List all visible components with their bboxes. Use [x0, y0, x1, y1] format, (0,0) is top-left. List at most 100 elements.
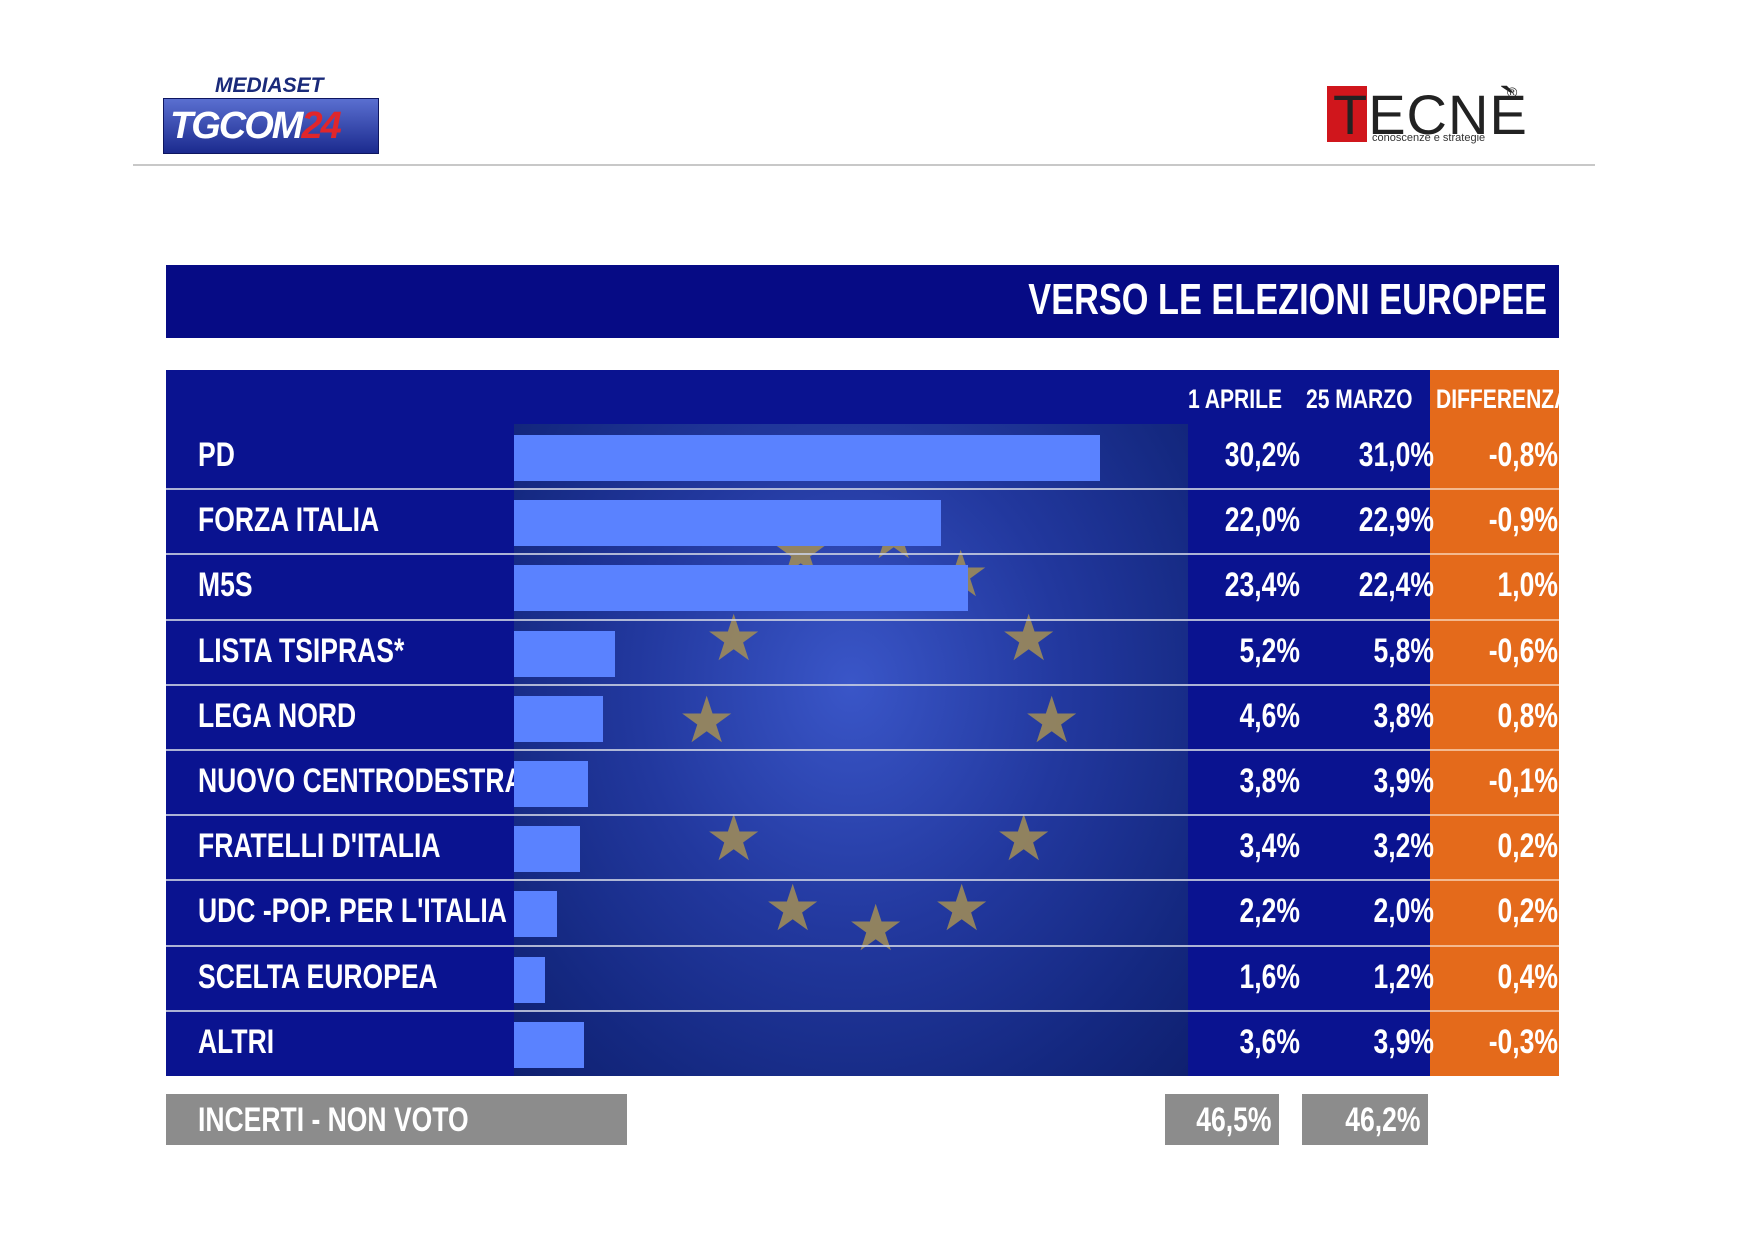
party-name: SCELTA EUROPEA [198, 957, 438, 996]
party-name: M5S [198, 566, 253, 605]
value-1-aprile: 3,6% [1239, 1022, 1300, 1061]
bar [514, 956, 545, 1003]
row-divider [166, 488, 1430, 491]
value-25-marzo: 22,4% [1358, 566, 1434, 605]
tgcom24-text: TGCOM24 [170, 105, 342, 147]
star-icon: ★ [933, 872, 991, 944]
table-row: LISTA TSIPRAS* 5,2% 5,8% -0,6% [166, 620, 1559, 684]
row-divider [166, 879, 1430, 882]
value-25-marzo: 22,9% [1358, 501, 1434, 540]
row-divider [1430, 1009, 1559, 1012]
row-divider [1430, 683, 1559, 686]
chart-title: VERSO LE ELEZIONI EUROPEE [1028, 275, 1547, 324]
value-25-marzo: 3,8% [1373, 696, 1434, 735]
poll-table: ★ ★ ★ ★ ★ ★ ★ ★ ★ ★ ★ ★ 1 APRILE 25 MARZ… [166, 370, 1559, 1076]
party-name: LEGA NORD [198, 696, 357, 735]
star-icon: ★ [705, 602, 763, 674]
row-divider [166, 1009, 1430, 1012]
value-1-aprile: 23,4% [1224, 566, 1300, 605]
value-differenza: 0,2% [1497, 827, 1558, 866]
party-name: LISTA TSIPRAS* [198, 631, 405, 670]
row-divider [1430, 879, 1559, 882]
row-divider [1430, 814, 1559, 817]
value-1-aprile: 3,8% [1239, 762, 1300, 800]
bar [514, 630, 615, 677]
tecne-text: TECNÈ [1333, 83, 1528, 146]
star-icon: ★ [995, 802, 1053, 874]
title-bar: VERSO LE ELEZIONI EUROPEE [166, 265, 1559, 338]
party-name: FRATELLI D'ITALIA [198, 827, 441, 866]
table-row: M5S 23,4% 22,4% 1,0% [166, 554, 1559, 618]
star-icon: ★ [1023, 684, 1081, 756]
difference-column-background [1430, 370, 1559, 1076]
value-25-marzo: 3,9% [1373, 1022, 1434, 1061]
value-differenza: -0,8% [1488, 436, 1558, 474]
row-divider [1430, 553, 1559, 556]
party-name: NUOVO CENTRODESTRA [198, 762, 524, 800]
table-row: PD 30,2% 31,0% -0,8% [166, 424, 1559, 488]
column-header-1-aprile: 1 APRILE [1188, 384, 1283, 414]
value-25-marzo: 3,2% [1373, 827, 1434, 866]
row-divider [166, 683, 1430, 686]
value-25-marzo: 5,8% [1373, 631, 1434, 670]
value-1-aprile: 30,2% [1224, 436, 1300, 474]
bar [514, 435, 1100, 481]
value-differenza: 0,8% [1497, 696, 1558, 735]
table-row: FORZA ITALIA 22,0% 22,9% -0,9% [166, 489, 1559, 553]
value-differenza: -0,6% [1488, 631, 1558, 670]
row-divider [1430, 944, 1559, 947]
row-divider [1430, 749, 1559, 751]
column-header-differenza: DIFFERENZA [1436, 384, 1559, 414]
value-differenza: -0,9% [1488, 501, 1558, 540]
table-row: LEGA NORD 4,6% 3,8% 0,8% [166, 685, 1559, 749]
party-name: PD [198, 436, 235, 474]
value-25-marzo: 3,9% [1373, 762, 1434, 800]
row-divider [166, 749, 1430, 751]
star-icon: ★ [847, 892, 905, 964]
value-25-marzo: 1,2% [1373, 957, 1434, 996]
undecided-apr1-box: 46,5% [1165, 1094, 1279, 1145]
bar [514, 826, 580, 873]
undecided-apr1-value: 46,5% [1195, 1101, 1271, 1139]
value-1-aprile: 3,4% [1239, 827, 1300, 866]
undecided-mar25-box: 46,2% [1302, 1094, 1428, 1145]
tgcom24-logo-box: TGCOM24 [163, 98, 379, 154]
table-row: UDC -POP. PER L'ITALIA 2,2% 2,0% 0,2% [166, 880, 1559, 944]
bar [514, 1021, 584, 1068]
header-divider [133, 164, 1595, 166]
party-name: ALTRI [198, 1022, 275, 1061]
party-name: FORZA ITALIA [198, 501, 380, 540]
tecne-subtitle: conoscenze e strategie [1372, 132, 1486, 144]
table-row: ALTRI 3,6% 3,9% -0,3% [166, 1011, 1559, 1075]
value-differenza: 0,2% [1497, 892, 1558, 931]
bar [514, 500, 941, 547]
value-25-marzo: 2,0% [1373, 892, 1434, 931]
value-differenza: 1,0% [1497, 566, 1558, 605]
value-1-aprile: 2,2% [1239, 892, 1300, 931]
value-25-marzo: 31,0% [1358, 436, 1434, 474]
row-divider [166, 814, 1430, 817]
undecided-row: INCERTI - NON VOTO [166, 1094, 627, 1145]
value-differenza: 0,4% [1497, 957, 1558, 996]
table-row: NUOVO CENTRODESTRA 3,8% 3,9% -0,1% [166, 750, 1559, 814]
value-1-aprile: 5,2% [1239, 631, 1300, 670]
star-icon: ★ [678, 684, 736, 756]
tecne-logo: TECNÈ ® conoscenze e strategie [1327, 83, 1528, 150]
undecided-mar25-value: 46,2% [1344, 1101, 1420, 1139]
tecne-red-square [1327, 86, 1367, 142]
row-divider [1430, 618, 1559, 621]
bar [514, 695, 603, 742]
value-differenza: -0,1% [1488, 762, 1558, 800]
undecided-label: INCERTI - NON VOTO [198, 1101, 469, 1139]
party-name: UDC -POP. PER L'ITALIA [198, 892, 507, 931]
value-1-aprile: 22,0% [1224, 501, 1300, 540]
value-1-aprile: 4,6% [1239, 696, 1300, 735]
star-icon: ★ [705, 802, 763, 874]
row-divider [1430, 488, 1559, 491]
table-row: FRATELLI D'ITALIA 3,4% 3,2% 0,2% [166, 815, 1559, 879]
column-header-25-marzo: 25 MARZO [1306, 384, 1413, 414]
star-icon: ★ [1000, 602, 1058, 674]
row-divider [166, 944, 1430, 947]
value-differenza: -0,3% [1488, 1022, 1558, 1061]
row-divider [166, 553, 1430, 556]
